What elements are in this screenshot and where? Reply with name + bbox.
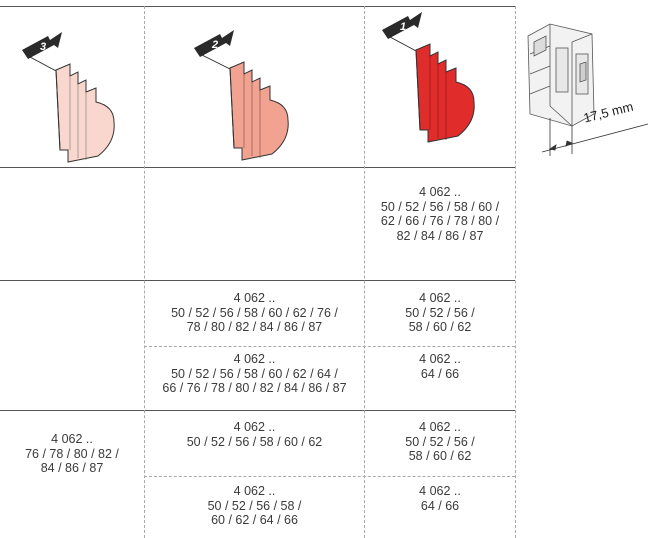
row-2-col-2-bottom-references: 4 062 .. 50 / 52 / 56 / 58 / 60 / 62 / 6… [162, 352, 347, 395]
circuit-breaker-image [527, 23, 649, 156]
insert-arrow-3-icon: 3 [22, 32, 62, 59]
row-3-col-3-top-references: 4 062 .. 50 / 52 / 56 / 58 / 60 / 62 [405, 420, 475, 463]
col-divider-2 [364, 6, 365, 538]
row-3-col-2-bottom-references: 4 062 .. 50 / 52 / 56 / 58 / 60 / 62 / 6… [207, 484, 302, 527]
svg-text:2: 2 [211, 39, 218, 51]
svg-text:1: 1 [400, 21, 406, 33]
auxiliary-module-2-image: 2 [194, 30, 289, 161]
header-row-border [0, 167, 515, 168]
auxiliary-module-1-image: 1 [382, 12, 475, 143]
row-2-split-col2 [144, 346, 515, 347]
row-2-col-3-top-references: 4 062 .. 50 / 52 / 56 / 58 / 60 / 62 [405, 291, 475, 334]
col-divider-3 [515, 6, 516, 538]
row-1-border [0, 280, 515, 281]
row-1-col-3-references: 4 062 .. 50 / 52 / 56 / 58 / 60 / 62 / 6… [380, 185, 500, 243]
row-3-col-2-top-references: 4 062 .. 50 / 52 / 56 / 58 / 60 / 62 [186, 420, 323, 449]
col-divider-1 [144, 6, 145, 538]
row-2-col-2-top-references: 4 062 .. 50 / 52 / 56 / 58 / 60 / 62 / 7… [171, 291, 338, 334]
row-2-border [0, 410, 515, 411]
table-top-border [0, 6, 515, 7]
svg-text:3: 3 [40, 41, 46, 53]
row-2-col-3-bottom-references: 4 062 .. 64 / 66 [419, 352, 461, 381]
auxiliary-module-3-image: 3 [22, 32, 115, 163]
row-3-split [144, 476, 515, 477]
row-3-col-1-references: 4 062 .. 76 / 78 / 80 / 82 / 84 / 86 / 8… [25, 432, 119, 475]
insert-arrow-1-icon: 1 [382, 12, 422, 39]
row-3-col-3-bottom-references: 4 062 .. 64 / 66 [419, 484, 461, 513]
insert-arrow-2-icon: 2 [194, 30, 234, 57]
